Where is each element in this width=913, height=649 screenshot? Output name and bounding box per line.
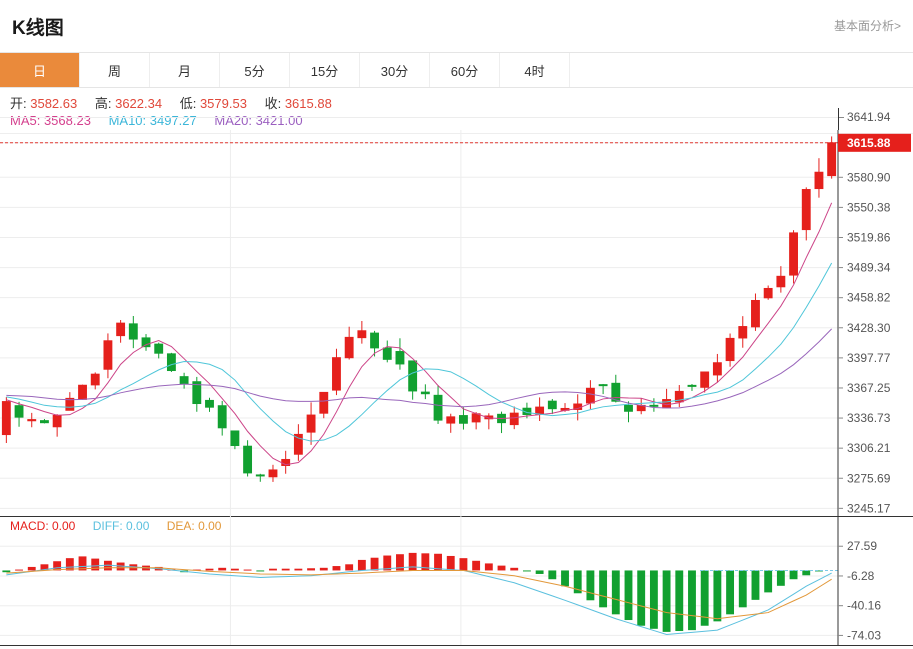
svg-text:3519.86: 3519.86 xyxy=(847,230,891,244)
svg-text:3615.88: 3615.88 xyxy=(847,136,891,150)
svg-text:3275.69: 3275.69 xyxy=(847,471,891,485)
svg-text:3336.73: 3336.73 xyxy=(847,411,891,425)
svg-text:3306.21: 3306.21 xyxy=(847,441,891,455)
svg-text:-6.28: -6.28 xyxy=(847,569,875,583)
svg-text:3428.30: 3428.30 xyxy=(847,321,891,335)
svg-text:-74.03: -74.03 xyxy=(847,628,881,642)
svg-text:3550.38: 3550.38 xyxy=(847,200,891,214)
svg-text:3580.90: 3580.90 xyxy=(847,170,891,184)
svg-text:3458.82: 3458.82 xyxy=(847,291,891,305)
svg-text:3367.25: 3367.25 xyxy=(847,381,891,395)
svg-text:27.59: 27.59 xyxy=(847,539,877,553)
svg-text:-40.16: -40.16 xyxy=(847,599,881,613)
svg-text:3489.34: 3489.34 xyxy=(847,261,891,275)
svg-text:3397.77: 3397.77 xyxy=(847,351,891,365)
